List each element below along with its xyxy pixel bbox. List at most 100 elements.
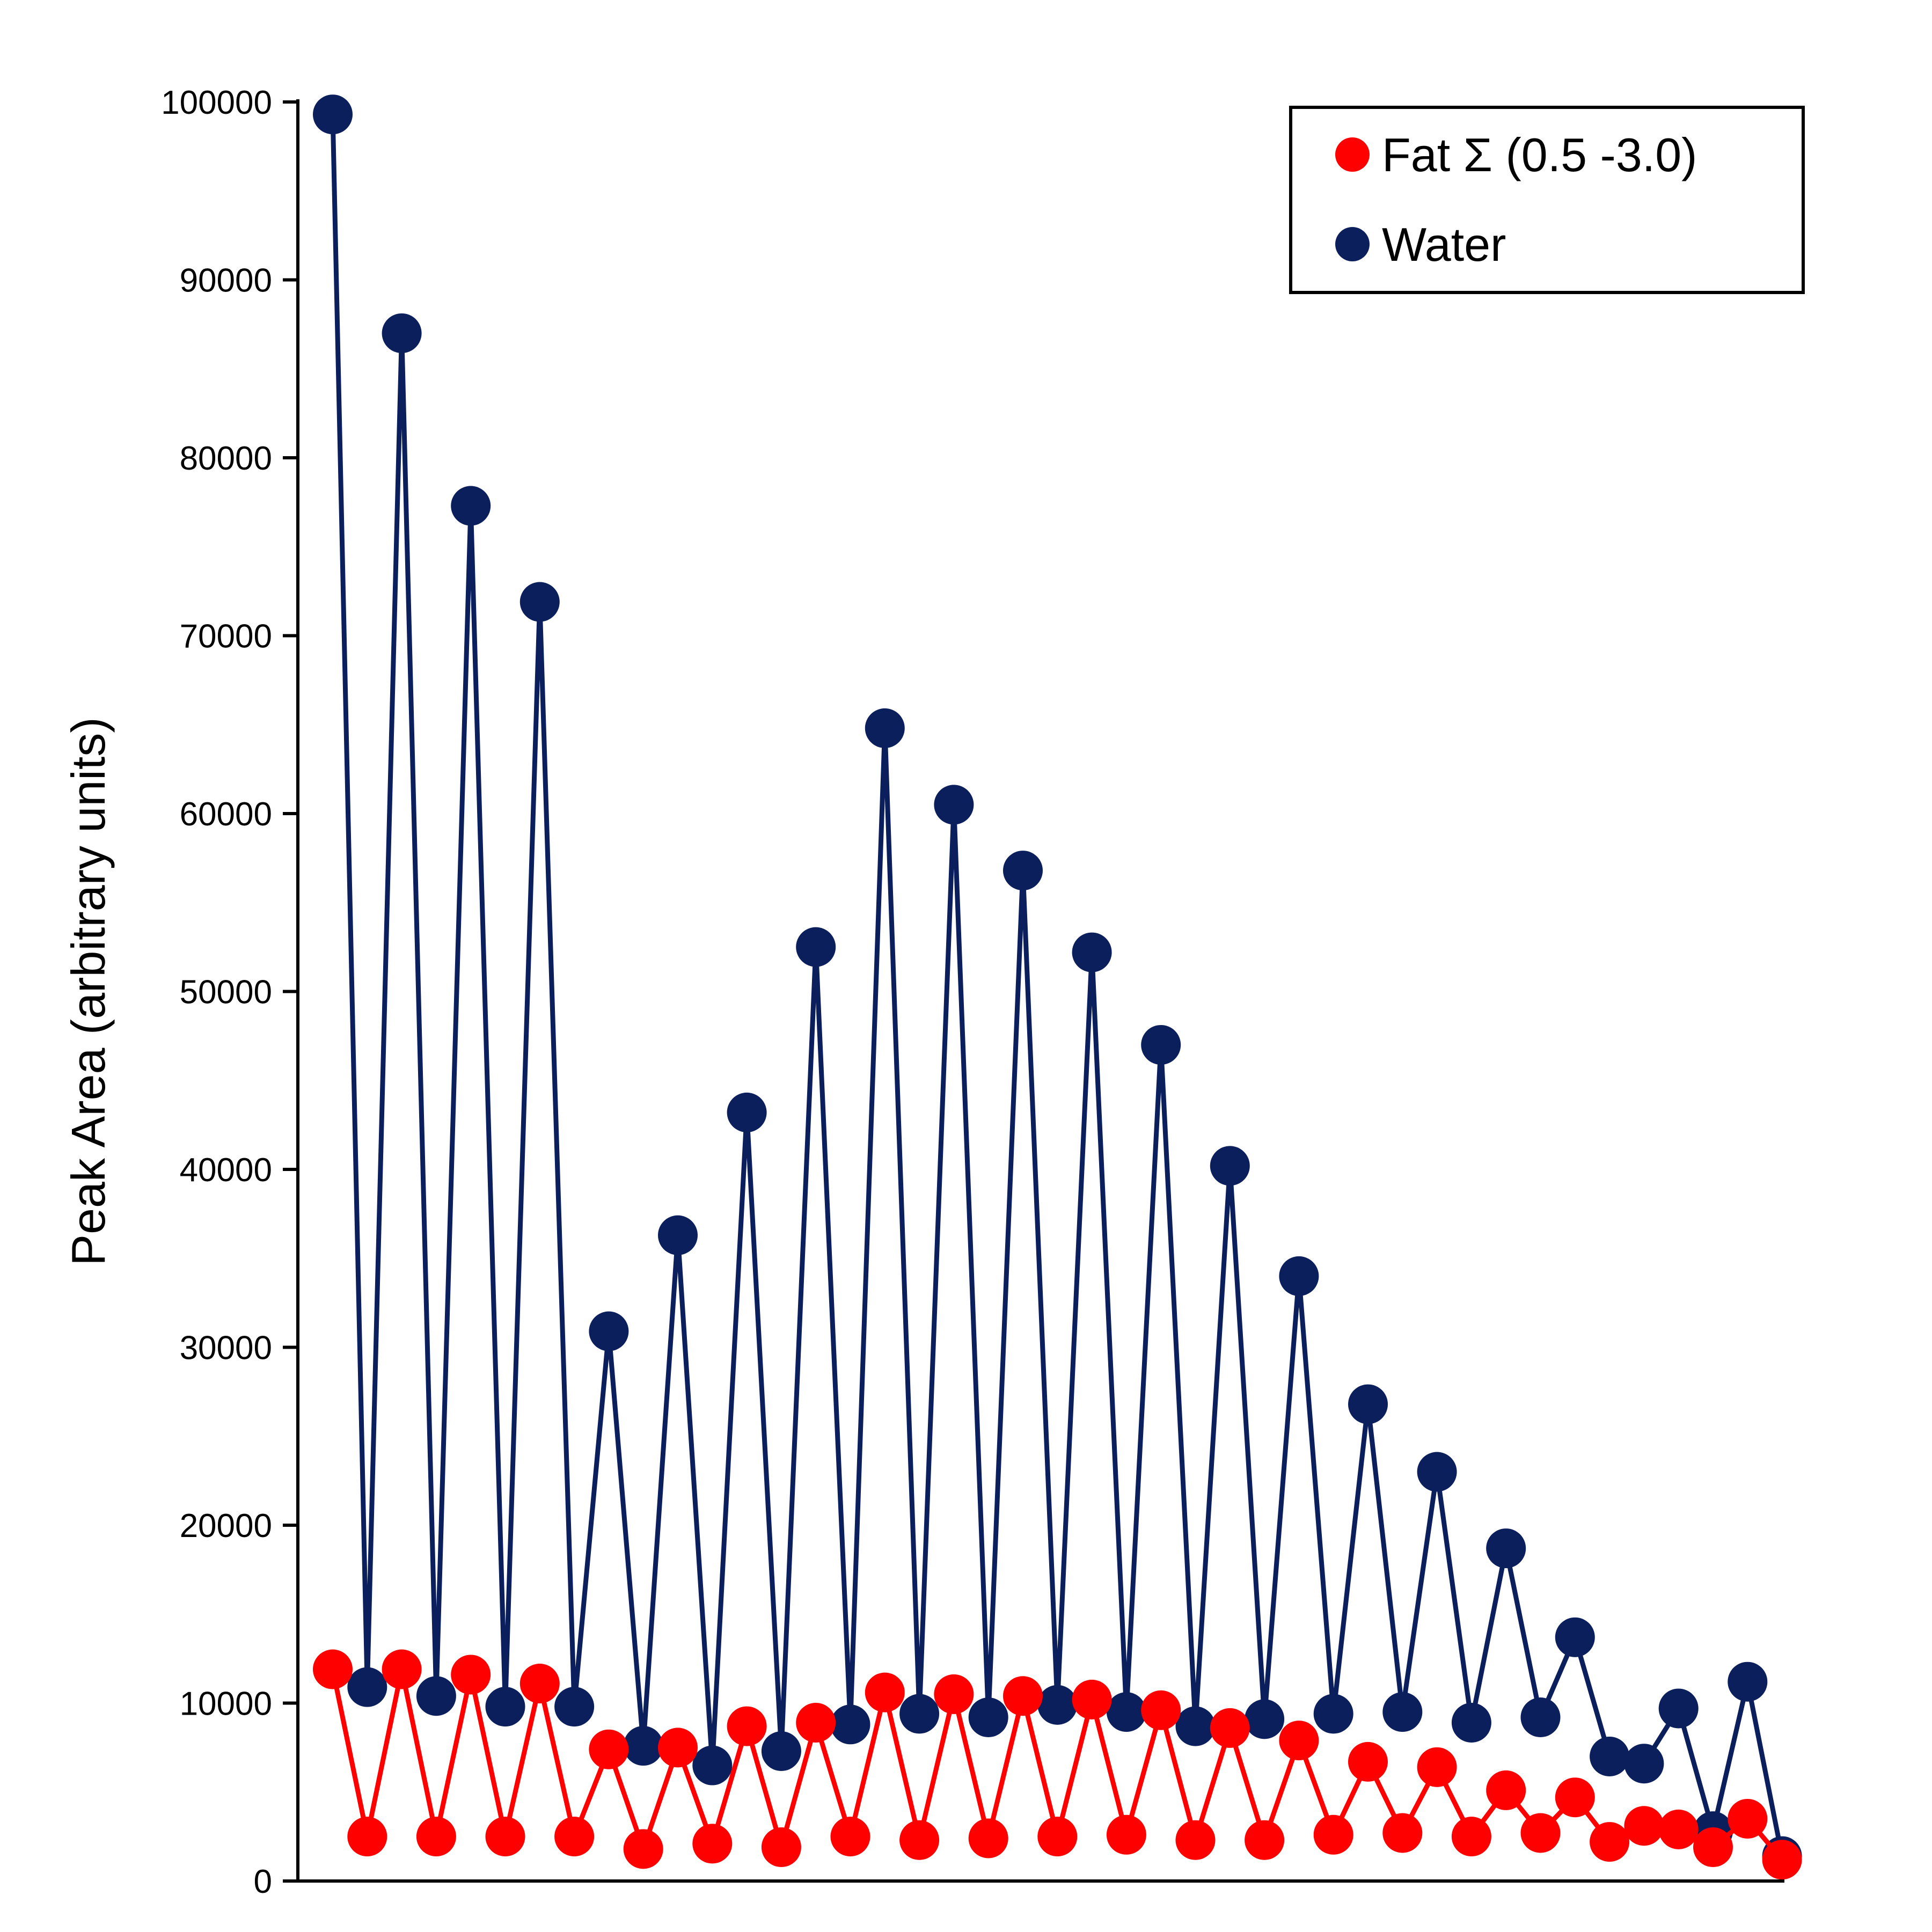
water-point	[1210, 1146, 1250, 1186]
fat-point	[692, 1824, 733, 1864]
water-point	[1417, 1452, 1457, 1492]
water-point	[899, 1694, 940, 1734]
water-point	[727, 1092, 767, 1132]
fat-point	[1762, 1840, 1802, 1880]
water-point	[761, 1731, 801, 1772]
fat-point	[1072, 1679, 1112, 1719]
water-point	[658, 1215, 698, 1255]
y-tick-label: 100000	[161, 84, 272, 121]
fat-point	[1520, 1813, 1561, 1853]
fat-point	[830, 1817, 870, 1857]
water-point	[1106, 1692, 1146, 1732]
water-point	[451, 486, 491, 526]
water-point	[1728, 1662, 1768, 1702]
fat-point	[382, 1649, 422, 1689]
fat-point	[519, 1664, 560, 1704]
water-point	[692, 1745, 733, 1785]
water-point	[1590, 1736, 1630, 1776]
fat-point	[1348, 1741, 1388, 1782]
fat-point	[1106, 1814, 1146, 1855]
water-point	[865, 708, 905, 748]
y-tick-label: 20000	[180, 1507, 272, 1545]
fat-point	[1141, 1690, 1181, 1730]
fat-point	[1624, 1806, 1664, 1846]
fat-point	[796, 1702, 836, 1743]
fat-point	[589, 1729, 629, 1769]
fat-point	[727, 1706, 767, 1746]
fat-point	[1382, 1813, 1423, 1853]
fat-point	[1658, 1809, 1699, 1849]
water-point	[416, 1676, 456, 1716]
water-point	[1555, 1617, 1595, 1657]
water-point	[968, 1697, 1008, 1738]
fat-point	[1417, 1747, 1457, 1787]
legend-label-water: Water	[1382, 218, 1506, 271]
legend-marker-fat	[1335, 137, 1370, 172]
water-point	[1245, 1699, 1285, 1739]
fat-point	[1003, 1676, 1043, 1716]
fat-point	[347, 1817, 387, 1857]
y-axis-title: Peak Area (arbitrary units)	[62, 717, 115, 1265]
water-point	[1624, 1744, 1664, 1784]
y-tick-label: 50000	[180, 974, 272, 1011]
y-tick-label: 90000	[180, 262, 272, 299]
y-ticks: 0 10000 20000 30000 40000 50000 60000 70000 8000…	[161, 84, 298, 1900]
water-point	[313, 94, 353, 135]
water-point	[1486, 1528, 1526, 1569]
fat-point	[658, 1728, 698, 1768]
axes: 0 10000 20000 30000 40000 50000 60000 70000 8000…	[161, 84, 1784, 1900]
water-point	[554, 1687, 595, 1727]
y-tick-label: 40000	[180, 1152, 272, 1189]
water-point	[1003, 851, 1043, 891]
fat-point	[1279, 1721, 1319, 1761]
fat-point	[899, 1820, 940, 1860]
legend: Fat Σ (0.5 -3.0) Water	[1289, 106, 1805, 294]
water-point	[1037, 1685, 1078, 1725]
fat-point	[1210, 1708, 1250, 1748]
water-point	[589, 1311, 629, 1351]
water-point	[1451, 1702, 1491, 1743]
fat-point	[968, 1818, 1008, 1858]
fat-point	[1313, 1814, 1353, 1855]
fat-point	[1486, 1770, 1526, 1810]
fat-point	[865, 1672, 905, 1713]
fat-point	[313, 1649, 353, 1689]
water-point	[1141, 1024, 1181, 1065]
fat-point	[485, 1817, 525, 1857]
legend-label-fat: Fat Σ (0.5 -3.0)	[1382, 128, 1697, 181]
water-point	[519, 582, 560, 622]
legend-marker-water	[1335, 227, 1370, 261]
water-point	[1313, 1694, 1353, 1734]
water-point	[485, 1687, 525, 1727]
fat-point	[761, 1827, 801, 1868]
water-point	[1175, 1706, 1216, 1746]
fat-series	[313, 1649, 1802, 1880]
fat-point	[451, 1655, 491, 1695]
water-point	[1658, 1688, 1699, 1729]
water-point	[382, 313, 422, 353]
fat-point	[1451, 1817, 1491, 1857]
fat-point	[1728, 1798, 1768, 1839]
legend-box	[1289, 106, 1805, 294]
y-tick-label: 70000	[180, 618, 272, 655]
y-tick-label: 0	[254, 1863, 272, 1900]
water-point	[1520, 1697, 1561, 1738]
y-tick-label: 30000	[180, 1330, 272, 1367]
water-line	[330, 114, 1785, 1857]
y-tick-label: 80000	[180, 440, 272, 477]
water-point	[1348, 1384, 1388, 1424]
fat-point	[1245, 1820, 1285, 1860]
fat-point	[1175, 1820, 1216, 1860]
fat-point	[1693, 1827, 1733, 1868]
fat-point	[1555, 1777, 1595, 1818]
fat-point	[416, 1817, 456, 1857]
water-series	[313, 94, 1802, 1876]
water-point	[830, 1704, 870, 1745]
water-point	[347, 1667, 387, 1707]
y-tick-label: 60000	[180, 796, 272, 833]
water-point	[796, 927, 836, 967]
fat-point	[934, 1674, 974, 1714]
water-point	[1072, 932, 1112, 972]
fat-point	[1590, 1822, 1630, 1862]
